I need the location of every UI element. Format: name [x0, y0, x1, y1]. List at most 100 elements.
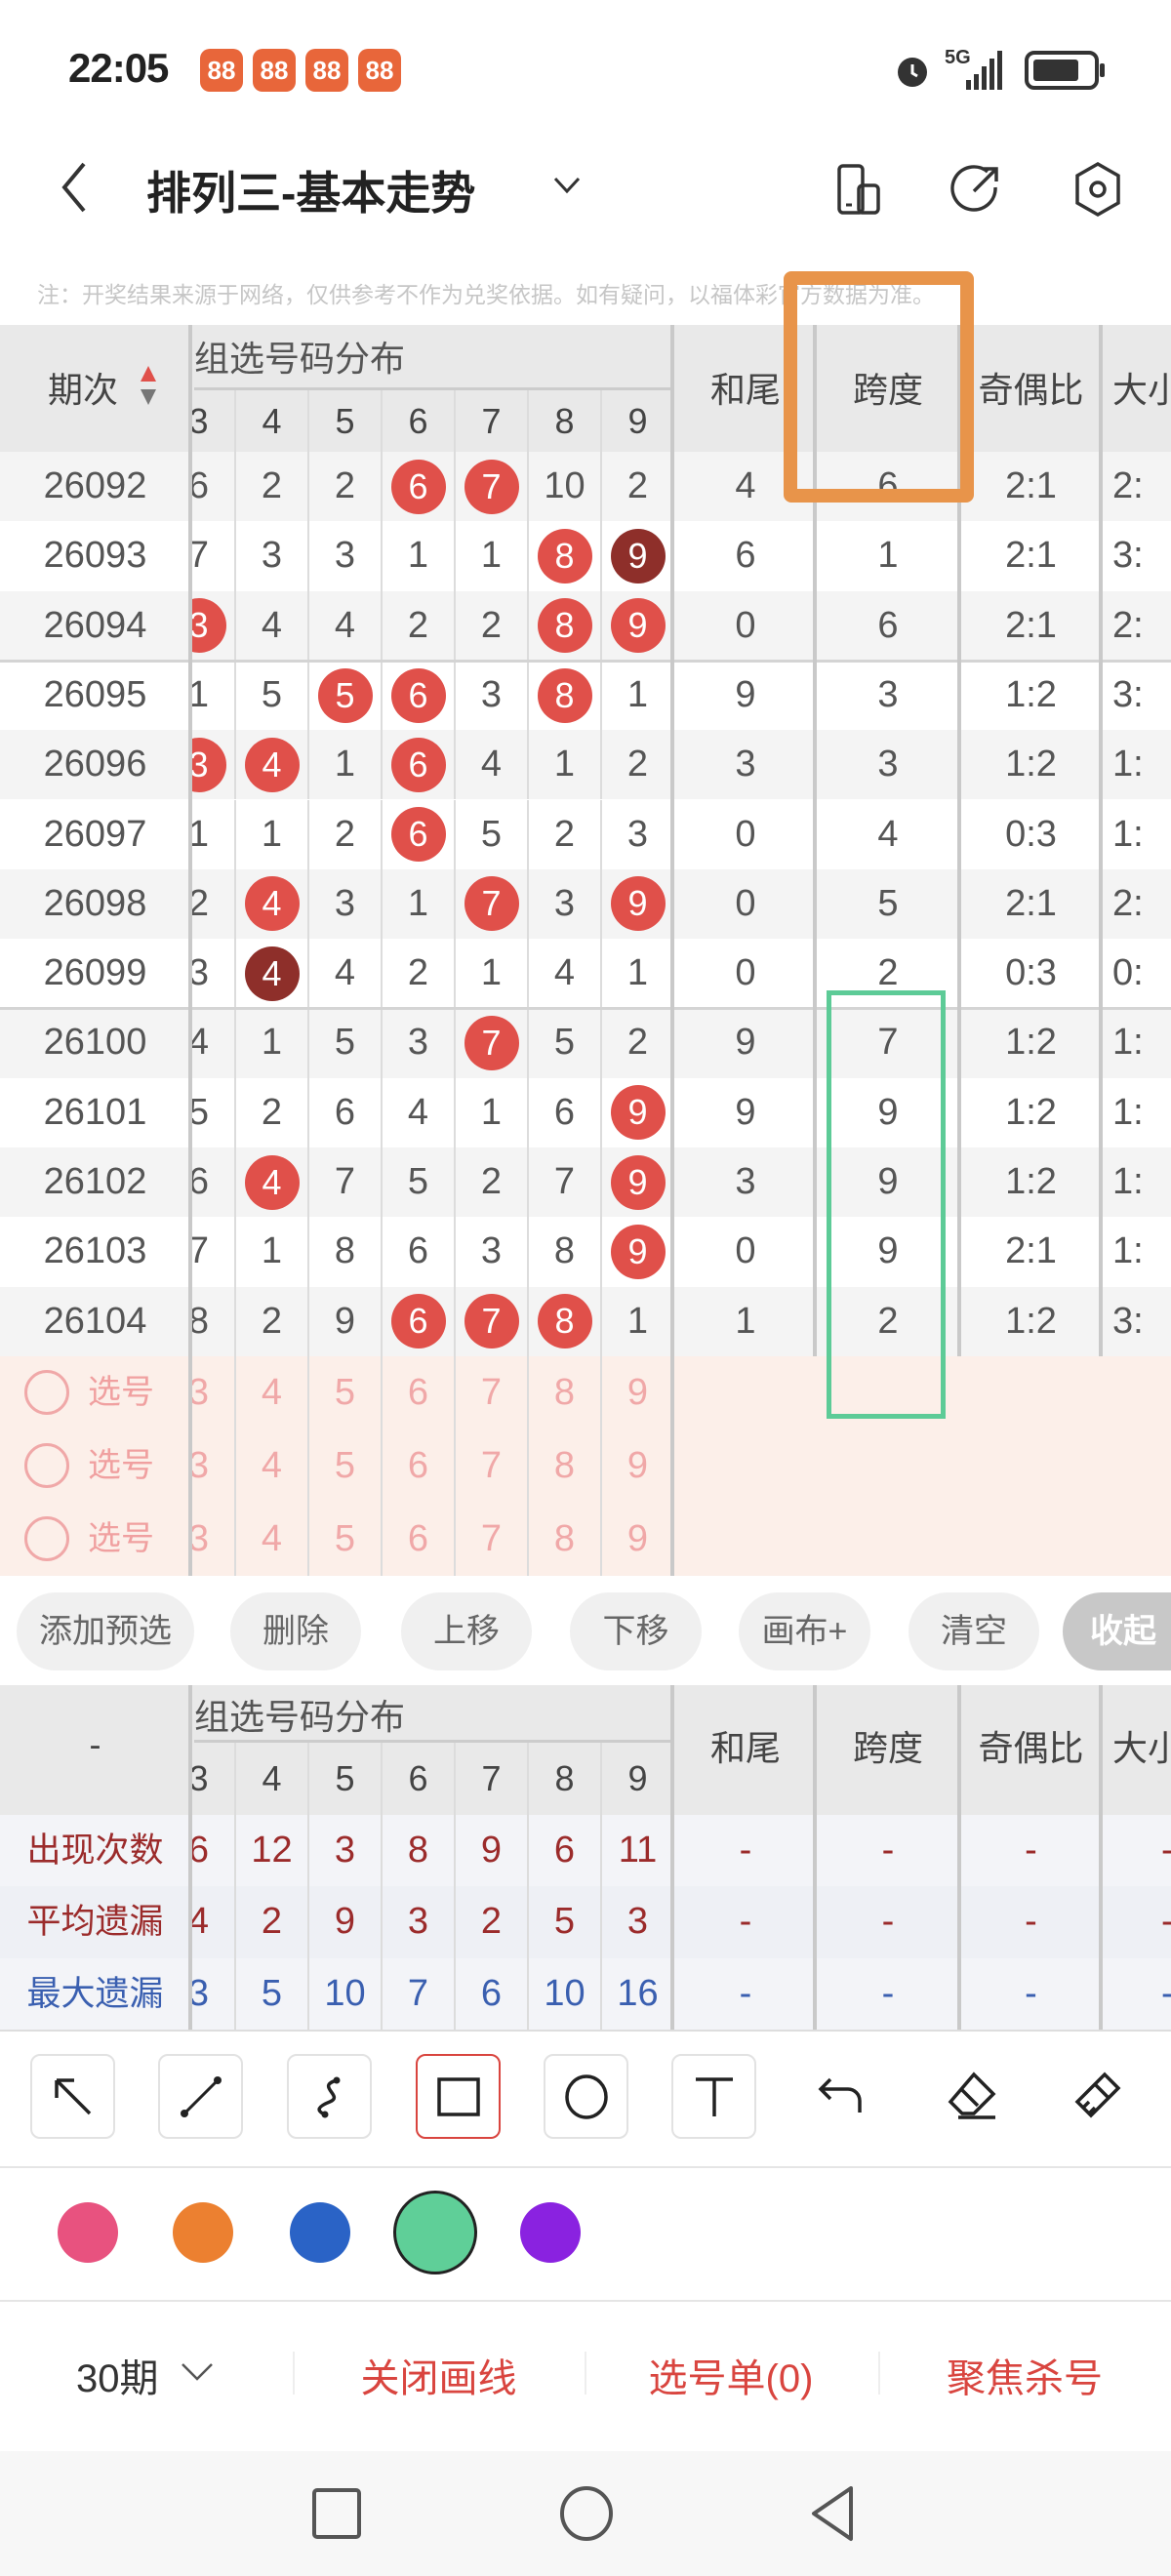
close-drawing-button[interactable]: 关闭画线: [360, 2357, 517, 2400]
focus-kill-button[interactable]: 聚焦杀号: [947, 2357, 1103, 2400]
digit-cell: 8: [554, 1758, 575, 1798]
select-digit-button[interactable]: 8: [553, 1517, 576, 1559]
select-digit-button[interactable]: 6: [407, 1444, 429, 1486]
table-row[interactable]: 26100 4 1 5 3 7 5 2 9 7 1:2 1:: [0, 1008, 1171, 1078]
chevron-down-icon[interactable]: [552, 174, 582, 197]
table-row[interactable]: 26103 7 1 8 6 3 8 9 0 9 2:1 1:: [0, 1217, 1171, 1287]
table-row[interactable]: 26102 6 4 7 5 2 7 9 3 9 1:2 1:: [0, 1147, 1171, 1218]
column-divider: [234, 868, 236, 940]
select-radio-icon[interactable]: [24, 1443, 69, 1489]
canvas-plus-button[interactable]: 画布+: [739, 1592, 870, 1670]
table-row[interactable]: 26099 3 4 4 2 1 4 1 0 2 0:3 0:: [0, 939, 1171, 1009]
select-digit-button[interactable]: 9: [626, 1517, 649, 1559]
select-digit-button[interactable]: 7: [480, 1371, 503, 1413]
select-digit-button[interactable]: 3: [190, 1517, 210, 1559]
line-tool[interactable]: [158, 2054, 243, 2139]
select-digit-button[interactable]: 9: [626, 1371, 649, 1413]
period-header[interactable]: 期次: [0, 362, 166, 413]
table-row[interactable]: 26098 2 4 3 1 7 3 9 0 5 2:1 2:: [0, 868, 1171, 940]
select-digit-button[interactable]: 5: [334, 1444, 356, 1486]
sort-icon[interactable]: [139, 364, 158, 407]
select-digit-button[interactable]: 4: [261, 1371, 283, 1413]
column-divider: [307, 590, 309, 661]
number-cell: 4: [480, 744, 503, 785]
column-divider: [381, 1286, 383, 1356]
green-rectangle-annotation[interactable]: [827, 990, 946, 1419]
table-row[interactable]: 26095 1 5 5 6 3 8 1 9 3 1:2 3:: [0, 660, 1171, 731]
select-digit-button[interactable]: 4: [261, 1517, 283, 1559]
big-small-cell: 1:: [1112, 1022, 1144, 1064]
table-row[interactable]: 26096 3 4 1 6 4 1 2 3 3 1:2 1:: [0, 730, 1171, 800]
column-divider: [454, 590, 456, 661]
network-label: 5G: [945, 47, 971, 68]
clear-brush-icon[interactable]: [1070, 2069, 1124, 2123]
column-divider: [381, 1355, 383, 1429]
select-digit-button[interactable]: 5: [334, 1371, 356, 1413]
select-digit-button[interactable]: 8: [553, 1371, 576, 1413]
collapse-button[interactable]: 收起: [1063, 1592, 1171, 1670]
sum-tail-cell: 9: [735, 1091, 756, 1133]
recent-apps-icon[interactable]: [310, 2486, 363, 2541]
drawn-number-ball: 9: [610, 1085, 666, 1141]
phone-rotate-icon[interactable]: [835, 162, 882, 217]
text-tool[interactable]: [671, 2054, 756, 2139]
table-row[interactable]: 26104 8 2 9 6 7 8 1 1 2 1:2 3:: [0, 1286, 1171, 1356]
period-cell: 26101: [43, 1091, 147, 1133]
column-divider: [381, 452, 383, 522]
rectangle-tool[interactable]: [416, 2054, 501, 2139]
table-row[interactable]: 26093 7 3 3 1 1 8 9 6 1 2:1 3:: [0, 521, 1171, 591]
circle-tool[interactable]: [544, 2054, 628, 2139]
column-divider: [527, 1077, 529, 1147]
number-cell: 6: [382, 800, 455, 869]
select-radio-icon[interactable]: [24, 1370, 69, 1416]
select-digit-button[interactable]: 6: [407, 1371, 429, 1413]
move-down-button[interactable]: 下移: [570, 1592, 702, 1670]
curve-tool[interactable]: [287, 2054, 372, 2139]
column-divider: [527, 390, 529, 452]
table-row[interactable]: 26092 6 2 2 6 7 10 2 4 6 2:1 2:: [0, 452, 1171, 522]
stats-extra-cell: -: [739, 1972, 752, 2014]
clear-button[interactable]: 清空: [909, 1592, 1039, 1670]
arrow-tool[interactable]: [30, 2054, 115, 2139]
color-swatch[interactable]: [520, 2202, 581, 2263]
column-divider: [454, 799, 456, 869]
select-digit-button[interactable]: 5: [334, 1517, 356, 1559]
back-arrow-icon[interactable]: [55, 158, 94, 217]
number-distribution: 6 2 2 6 7 10 2: [190, 452, 672, 522]
share-icon[interactable]: [950, 162, 1003, 217]
back-icon[interactable]: [808, 2484, 857, 2543]
color-swatch[interactable]: [58, 2202, 118, 2263]
color-swatch[interactable]: [393, 2191, 477, 2274]
column-divider: [381, 868, 383, 940]
select-digit-button[interactable]: 3: [190, 1444, 210, 1486]
color-swatch[interactable]: [290, 2202, 350, 2263]
select-digit-button[interactable]: 6: [407, 1517, 429, 1559]
column-divider: [527, 730, 529, 800]
table-row[interactable]: 26094 3 4 4 2 2 8 9 0 6 2:1 2:: [0, 590, 1171, 661]
select-digit-button[interactable]: 7: [480, 1517, 503, 1559]
delete-button[interactable]: 删除: [230, 1592, 361, 1670]
table-row[interactable]: 26097 1 1 2 6 5 2 3 0 4 0:3 1:: [0, 799, 1171, 869]
select-digit-button[interactable]: 9: [626, 1444, 649, 1486]
move-up-button[interactable]: 上移: [401, 1592, 532, 1670]
home-icon[interactable]: [558, 2484, 615, 2543]
page-title[interactable]: 排列三-基本走势: [146, 168, 476, 219]
stats-value-cell: 5: [261, 1972, 283, 2014]
color-swatch[interactable]: [173, 2202, 233, 2263]
period-select[interactable]: 30期: [76, 2347, 159, 2403]
undo-icon[interactable]: [817, 2072, 868, 2120]
orange-rectangle-annotation[interactable]: [784, 271, 974, 503]
add-preselect-button[interactable]: 添加预选: [17, 1592, 194, 1670]
select-digit-button[interactable]: 3: [190, 1371, 210, 1413]
select-digit-button[interactable]: 4: [261, 1444, 283, 1486]
select-digit-button[interactable]: 7: [480, 1444, 503, 1486]
select-radio-icon[interactable]: [24, 1516, 69, 1562]
table-row[interactable]: 26101 5 2 6 4 1 6 9 9 9 1:2 1:: [0, 1077, 1171, 1147]
column-divider: [600, 1355, 602, 1429]
eraser-icon[interactable]: [945, 2069, 999, 2123]
settings-icon[interactable]: [1071, 160, 1124, 219]
pick-list-button[interactable]: 选号单(0): [648, 2357, 814, 2400]
period-cell: 26099: [43, 952, 147, 994]
sum-tail-cell: 9: [735, 673, 756, 715]
select-digit-button[interactable]: 8: [553, 1444, 576, 1486]
